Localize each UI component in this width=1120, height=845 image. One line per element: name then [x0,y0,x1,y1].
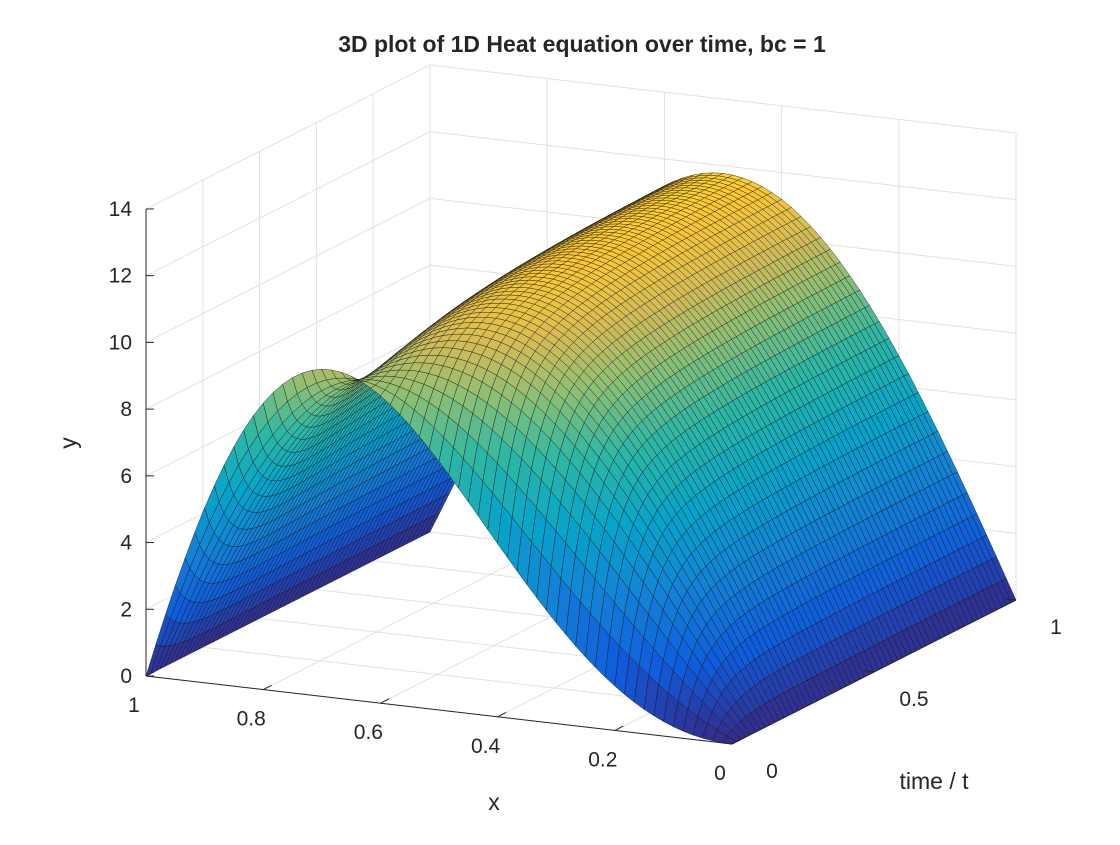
y-axis-label: y [55,437,81,449]
grid-line-z [145,264,431,410]
x-tick-label: 0.2 [588,748,617,771]
x-tick-label: 0 [714,762,726,785]
y-tick-label: 8 [120,398,132,421]
time-tick-label: 0 [766,760,778,783]
grid-line-z [429,131,1017,201]
x-tick-label: 0.6 [354,721,383,744]
time-tick-label: 0.5 [899,688,928,711]
y-tick-label: 2 [120,598,132,621]
x-tick [380,698,390,704]
x-tick [145,671,155,677]
x-tick [262,684,272,691]
grid-line-z [145,197,431,343]
time-tick [863,670,875,673]
x-tick [497,712,507,718]
y-tick-label: 12 [109,265,132,288]
time-axis-label: time / t [899,768,969,794]
y-tick-label: 6 [120,465,132,488]
grid-line-x [262,545,548,691]
surface [145,172,1017,745]
y-tick-label: 0 [120,665,132,688]
time-tick-label: 1 [1050,616,1062,639]
y-tick-label: 14 [109,198,133,221]
x-axis-label: x [488,789,500,815]
time-tick [1005,598,1017,601]
x-tick-label: 0.4 [471,735,501,758]
grid-line-z [429,64,1017,134]
time-tick [721,742,733,745]
grid-line-z [145,131,431,277]
x-axis-line [145,675,733,745]
x-tick [731,739,741,745]
chart-title: 3D plot of 1D Heat equation over time, b… [338,31,826,57]
x-tick-label: 0.8 [237,708,266,731]
y-tick-label: 10 [109,331,132,354]
x-tick-label: 1 [128,694,140,717]
grid-line-z [145,64,431,210]
y-tick-label: 4 [120,532,132,555]
x-tick [614,725,624,731]
